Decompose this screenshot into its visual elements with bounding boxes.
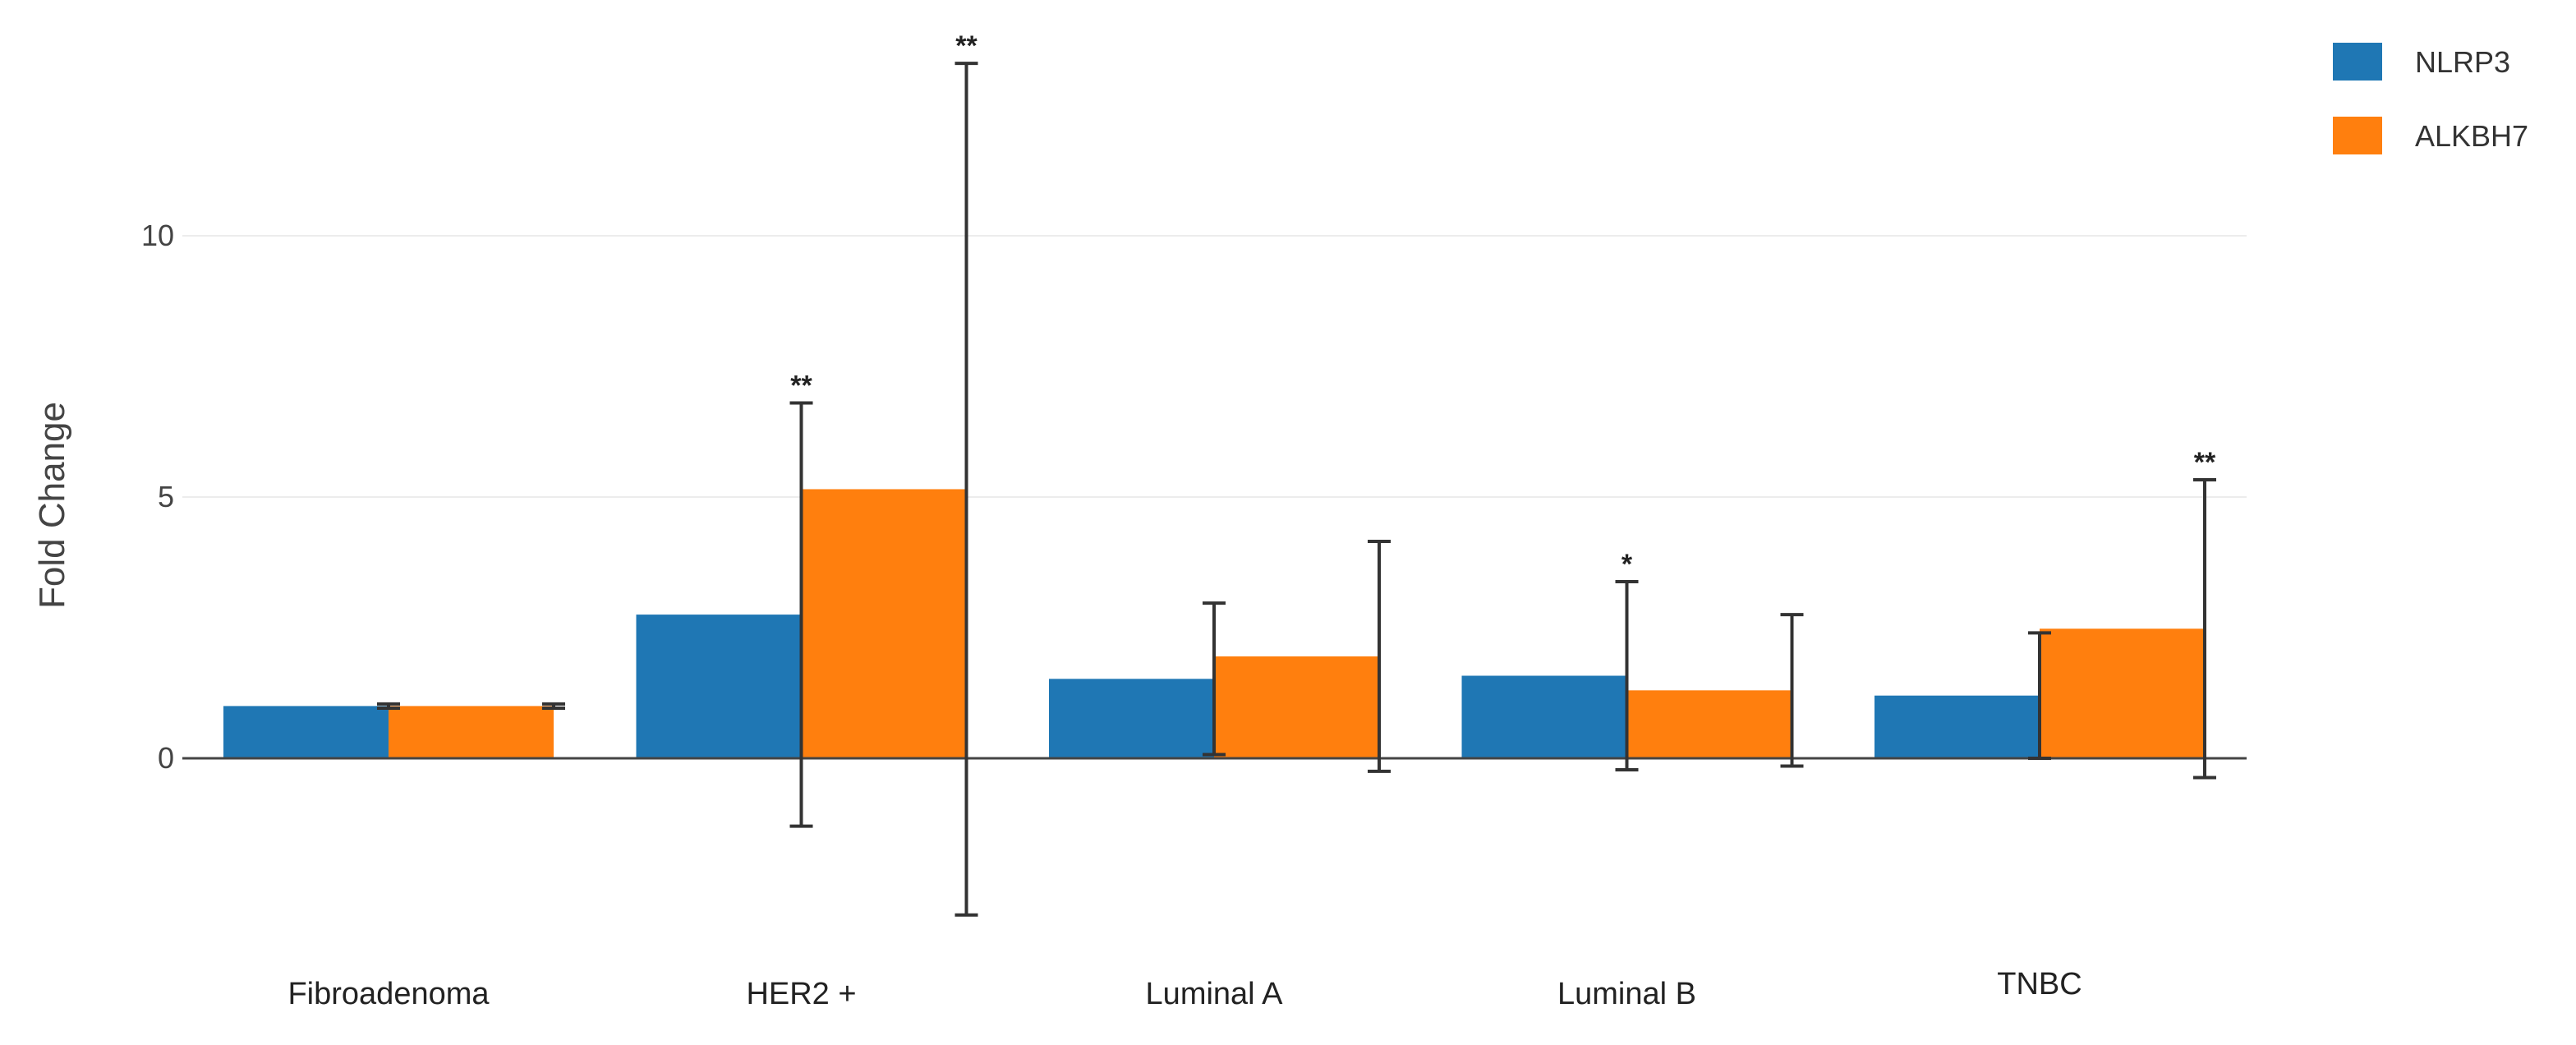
- bar-alkbh7-0: [389, 706, 554, 758]
- y-tick-label: 5: [158, 480, 174, 513]
- y-axis-title: Fold Change: [32, 402, 72, 609]
- legend-swatch-alkbh7[interactable]: [2333, 117, 2382, 154]
- significance-label: **: [2194, 447, 2216, 478]
- bar-alkbh7-1: [801, 489, 967, 758]
- bar-nlrp3-2: [1049, 679, 1214, 758]
- significance-label: **: [955, 30, 978, 62]
- x-category-label: Luminal A: [1146, 977, 1284, 1011]
- bar-alkbh7-4: [2040, 628, 2205, 758]
- bar-nlrp3-0: [223, 706, 389, 758]
- legend-label-alkbh7[interactable]: ALKBH7: [2415, 119, 2528, 153]
- legend[interactable]: NLRP3 ALKBH7: [2333, 43, 2528, 154]
- bar-alkbh7-2: [1214, 656, 1379, 758]
- x-category-label: Luminal B: [1557, 977, 1696, 1011]
- legend-label-nlrp3[interactable]: NLRP3: [2415, 45, 2510, 79]
- bars: [223, 489, 2205, 758]
- bar-alkbh7-3: [1626, 690, 1792, 758]
- legend-swatch-nlrp3[interactable]: [2333, 43, 2382, 81]
- bar-nlrp3-1: [636, 615, 802, 758]
- x-category-label: Fibroadenoma: [288, 977, 490, 1011]
- bar-nlrp3-4: [1874, 695, 2040, 758]
- significance-label: **: [790, 371, 812, 402]
- bar-nlrp3-3: [1461, 675, 1627, 758]
- y-tick-label: 10: [141, 219, 174, 252]
- error-bars: [377, 62, 2216, 917]
- significance-label: *: [1622, 549, 1633, 580]
- x-category-label: HER2 +: [746, 977, 856, 1011]
- x-category-label: TNBC: [1997, 967, 2082, 1001]
- y-tick-label: 0: [158, 741, 174, 775]
- gridlines: [182, 235, 2247, 498]
